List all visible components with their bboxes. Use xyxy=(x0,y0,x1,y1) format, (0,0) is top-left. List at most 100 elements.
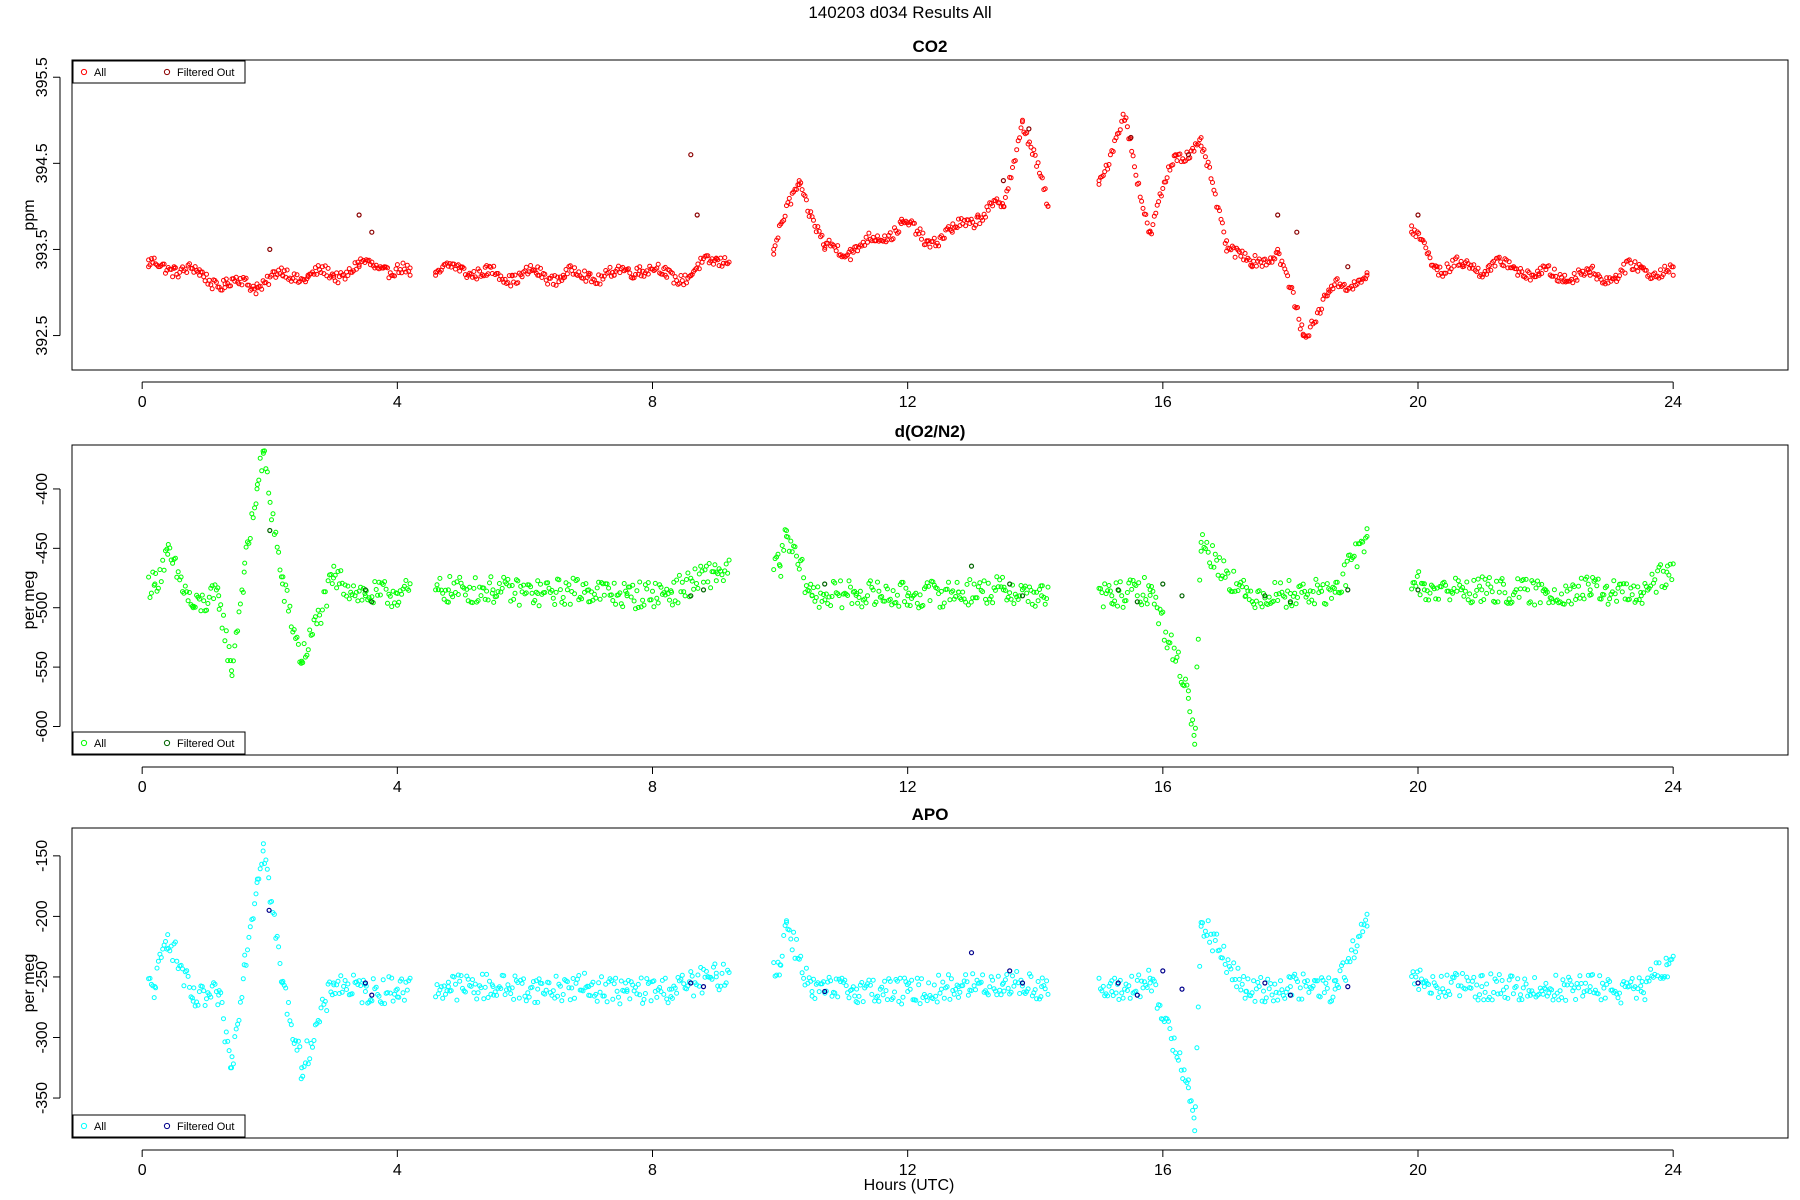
data-point-all xyxy=(1249,264,1255,270)
data-point-all xyxy=(208,282,214,288)
data-point-all xyxy=(1549,987,1555,993)
data-point-all xyxy=(310,632,315,637)
data-point-all xyxy=(794,936,799,942)
data-point-all xyxy=(1479,574,1485,580)
data-point-all xyxy=(1034,996,1040,1002)
data-point-all xyxy=(1221,558,1227,564)
data-point-all xyxy=(490,587,496,593)
data-point-all xyxy=(1181,1067,1187,1073)
data-point-all xyxy=(344,593,349,599)
data-point-all xyxy=(662,592,668,598)
data-point-all xyxy=(1334,276,1340,282)
data-point-all xyxy=(1241,257,1247,263)
data-point-filtered xyxy=(369,229,375,235)
data-point-all xyxy=(303,1060,308,1066)
data-point-all xyxy=(1156,199,1162,205)
data-point-all xyxy=(688,969,694,975)
data-point-all xyxy=(1124,124,1130,130)
data-point-all xyxy=(556,577,562,583)
y-axis-label: per meg xyxy=(21,571,38,630)
data-point-all xyxy=(506,986,512,992)
data-point-all xyxy=(801,975,807,981)
data-point-all xyxy=(775,235,781,241)
data-point-all xyxy=(1007,590,1013,596)
data-point-all xyxy=(488,574,494,580)
data-point-all xyxy=(777,563,783,569)
data-point-all xyxy=(706,561,712,566)
data-point-all xyxy=(511,996,517,1002)
data-point-all xyxy=(902,220,907,226)
data-point-all xyxy=(254,281,260,287)
data-point-all xyxy=(508,991,514,997)
legend-marker-all xyxy=(80,1122,88,1130)
data-point-all xyxy=(611,580,617,586)
data-point-all xyxy=(980,217,986,223)
data-point-all xyxy=(1275,997,1281,1003)
data-point-all xyxy=(401,997,407,1003)
data-point-all xyxy=(352,260,358,266)
data-point-all xyxy=(1198,539,1204,545)
data-point-all xyxy=(475,598,481,604)
data-point-all xyxy=(457,978,463,984)
data-point-all xyxy=(1492,599,1498,605)
data-point-all xyxy=(1648,583,1654,589)
data-point-all xyxy=(641,996,647,1002)
data-point-all xyxy=(1282,995,1288,1001)
data-point-all xyxy=(307,627,313,633)
data-point-all xyxy=(1167,640,1173,646)
data-point-all xyxy=(260,450,266,456)
data-point-all xyxy=(505,576,511,582)
data-point-all xyxy=(560,992,566,997)
data-point-all xyxy=(1628,260,1634,266)
data-point-all xyxy=(835,994,841,1000)
data-point-all xyxy=(1243,989,1249,994)
data-point-filtered xyxy=(1287,992,1294,998)
data-point-all xyxy=(1042,186,1048,192)
data-point-all xyxy=(396,599,402,605)
data-point-all xyxy=(1512,589,1518,595)
data-point-all xyxy=(1221,943,1227,949)
data-point-all xyxy=(1238,987,1244,993)
data-point-all xyxy=(1295,305,1300,310)
data-point-all xyxy=(679,278,685,284)
data-point-all xyxy=(349,991,355,997)
data-point-all xyxy=(175,274,181,280)
data-point-all xyxy=(484,971,490,977)
data-point-all xyxy=(236,1017,242,1023)
data-point-all xyxy=(158,579,164,585)
data-point-all xyxy=(187,590,192,595)
data-point-all xyxy=(1499,978,1505,983)
data-point-all xyxy=(1337,968,1343,974)
data-point-all xyxy=(228,658,233,664)
data-point-all xyxy=(857,588,863,594)
data-point-all xyxy=(869,991,875,997)
data-point-all xyxy=(688,272,694,278)
data-point-all xyxy=(1253,986,1259,992)
data-point-all xyxy=(655,261,661,267)
data-point-all xyxy=(1585,581,1591,587)
data-point-all xyxy=(586,587,592,593)
data-point-all xyxy=(1263,995,1269,1001)
data-point-all xyxy=(691,993,697,999)
data-point-all xyxy=(1012,158,1018,164)
data-point-all xyxy=(956,984,962,990)
data-point-all xyxy=(712,562,718,568)
data-point-all xyxy=(1516,997,1522,1003)
data-point-all xyxy=(260,841,266,847)
data-point-all xyxy=(1460,971,1465,976)
data-point-all xyxy=(1462,986,1468,992)
data-point-all xyxy=(1506,596,1512,602)
data-point-all xyxy=(1652,577,1658,583)
y-tick-label: -300 xyxy=(34,1021,51,1053)
data-point-all xyxy=(213,989,219,995)
data-point-all xyxy=(1198,548,1204,554)
data-point-all xyxy=(1122,117,1128,123)
data-point-all xyxy=(719,970,725,976)
data-point-all xyxy=(900,994,906,1000)
data-point-all xyxy=(454,997,460,1003)
data-point-all xyxy=(1139,978,1145,984)
data-point-all xyxy=(1008,989,1014,995)
data-point-all xyxy=(317,267,323,273)
data-point-all xyxy=(1119,118,1125,124)
data-point-all xyxy=(567,263,573,269)
